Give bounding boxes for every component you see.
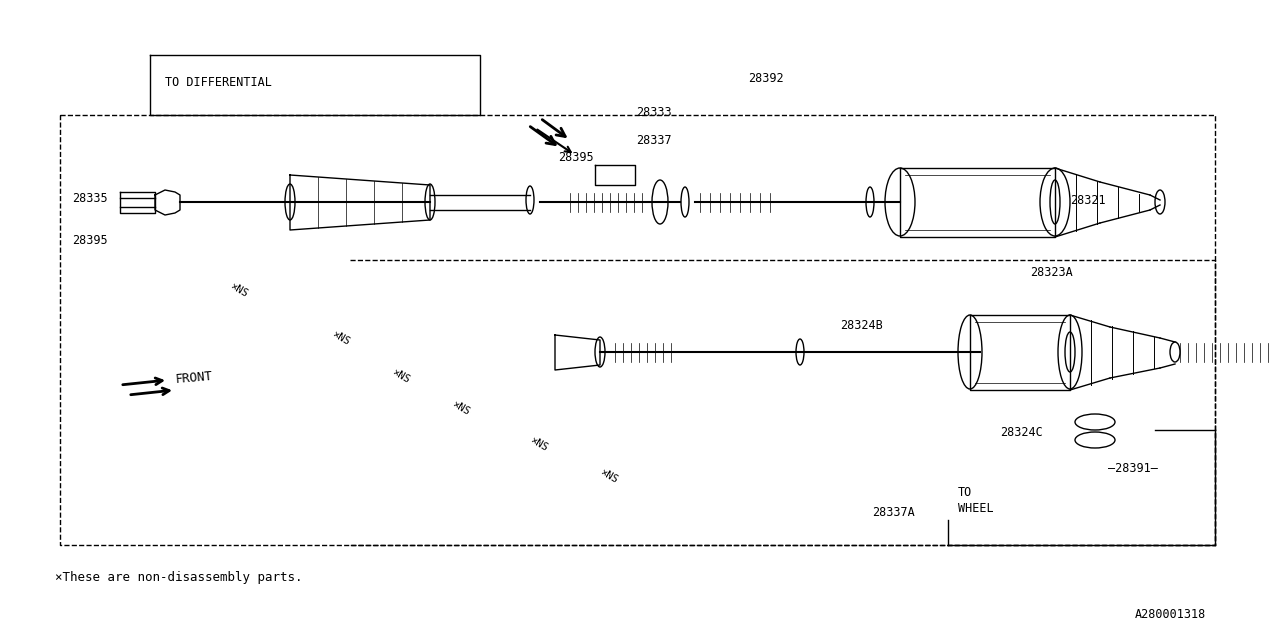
Text: ×These are non-disassembly parts.: ×These are non-disassembly parts.	[55, 572, 302, 584]
Text: ×NS: ×NS	[598, 467, 620, 485]
Text: 28323A: 28323A	[1030, 266, 1073, 278]
Text: FRONT: FRONT	[175, 370, 214, 386]
Text: 28395: 28395	[72, 234, 108, 246]
Text: 28337A: 28337A	[872, 506, 915, 518]
Text: ×NS: ×NS	[228, 281, 250, 299]
Text: TO DIFFERENTIAL: TO DIFFERENTIAL	[165, 76, 271, 88]
Text: ×NS: ×NS	[330, 329, 351, 347]
Text: 28324B: 28324B	[840, 319, 883, 332]
Text: 28324C: 28324C	[1000, 426, 1043, 438]
Text: 28392: 28392	[748, 72, 783, 84]
Text: 28337: 28337	[636, 134, 672, 147]
Text: 28321: 28321	[1070, 193, 1106, 207]
Text: —28391—: —28391—	[1108, 461, 1158, 474]
Text: ×NS: ×NS	[529, 435, 549, 453]
Text: ×NS: ×NS	[390, 367, 411, 385]
Text: WHEEL: WHEEL	[957, 502, 993, 515]
Text: 28395: 28395	[558, 150, 594, 163]
Text: 28335: 28335	[72, 191, 108, 205]
Text: A280001318: A280001318	[1134, 609, 1206, 621]
Text: 28333: 28333	[636, 106, 672, 118]
Text: ×NS: ×NS	[451, 399, 471, 417]
Text: TO: TO	[957, 486, 973, 499]
